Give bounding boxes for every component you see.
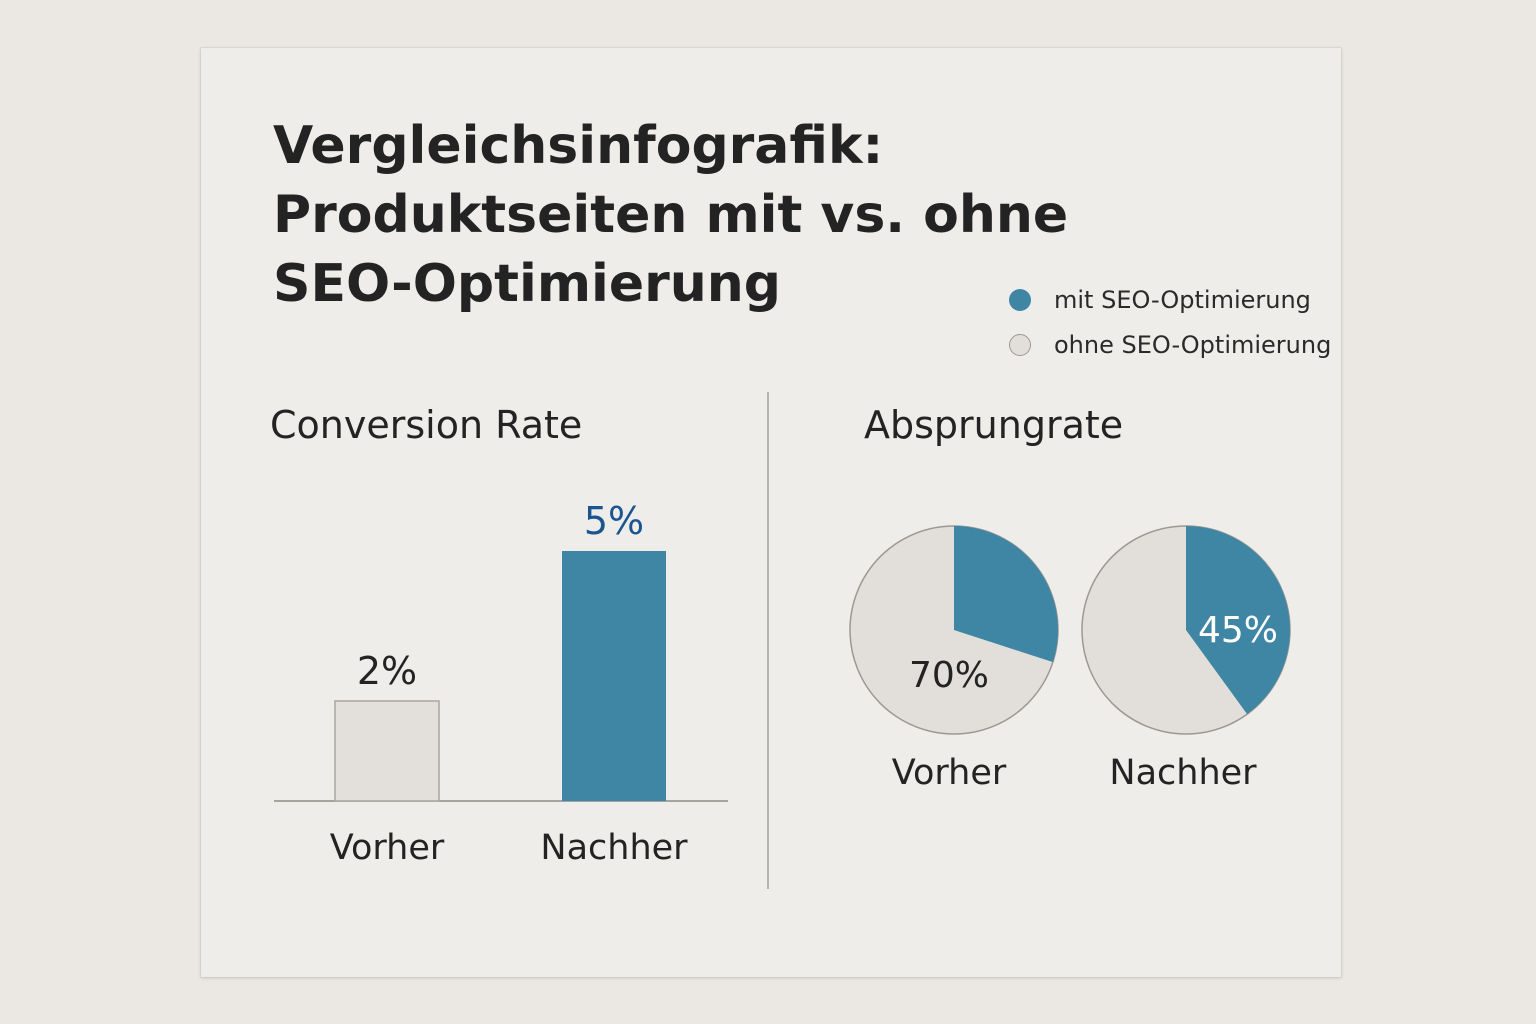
title-line-1: Vergleichsinfografik: bbox=[273, 116, 884, 176]
legend: mit SEO-Optimierung ohne SEO-Optimierung bbox=[1009, 284, 1331, 374]
bar-category-label-nachher: Nachher bbox=[540, 828, 688, 868]
conversion-rate-bar-chart: 2% Vorher 5% Nachher bbox=[274, 499, 728, 868]
bounce-rate-pie-charts: 70% Vorher 45% Nachher bbox=[849, 525, 1291, 793]
pie-category-label-nachher: Nachher bbox=[1109, 753, 1257, 793]
legend-item-with-seo: mit SEO-Optimierung bbox=[1009, 284, 1331, 329]
pie-value-label-vorher: 70% bbox=[909, 655, 989, 696]
infographic-card: Vergleichsinfografik: Produktseiten mit … bbox=[201, 48, 1341, 977]
pie-category-label-vorher: Vorher bbox=[892, 753, 1007, 793]
pie-value-label-nachher: 45% bbox=[1198, 610, 1278, 651]
bar-vorher bbox=[334, 700, 440, 802]
legend-dot-without-seo-icon bbox=[1009, 334, 1031, 356]
bounce-rate-title: Absprungrate bbox=[864, 403, 1124, 447]
bar-value-label-nachher: 5% bbox=[584, 499, 644, 543]
conversion-rate-title: Conversion Rate bbox=[270, 403, 583, 447]
pie-slice-nachher bbox=[1186, 526, 1291, 715]
legend-label-with-seo: mit SEO-Optimierung bbox=[1054, 286, 1311, 314]
title-line-3: SEO-Optimierung bbox=[273, 254, 782, 314]
bar-nachher bbox=[562, 551, 666, 801]
title-line-2: Produktseiten mit vs. ohne bbox=[273, 185, 1069, 245]
legend-dot-with-seo-icon bbox=[1009, 289, 1031, 311]
page-title: Vergleichsinfografik: Produktseiten mit … bbox=[273, 112, 1073, 319]
bar-value-label-vorher: 2% bbox=[357, 649, 417, 693]
section-divider bbox=[767, 392, 769, 889]
bar-category-label-vorher: Vorher bbox=[330, 828, 445, 868]
pie-slice-vorher bbox=[954, 526, 1059, 663]
legend-label-without-seo: ohne SEO-Optimierung bbox=[1054, 331, 1332, 359]
legend-item-without-seo: ohne SEO-Optimierung bbox=[1009, 329, 1331, 374]
